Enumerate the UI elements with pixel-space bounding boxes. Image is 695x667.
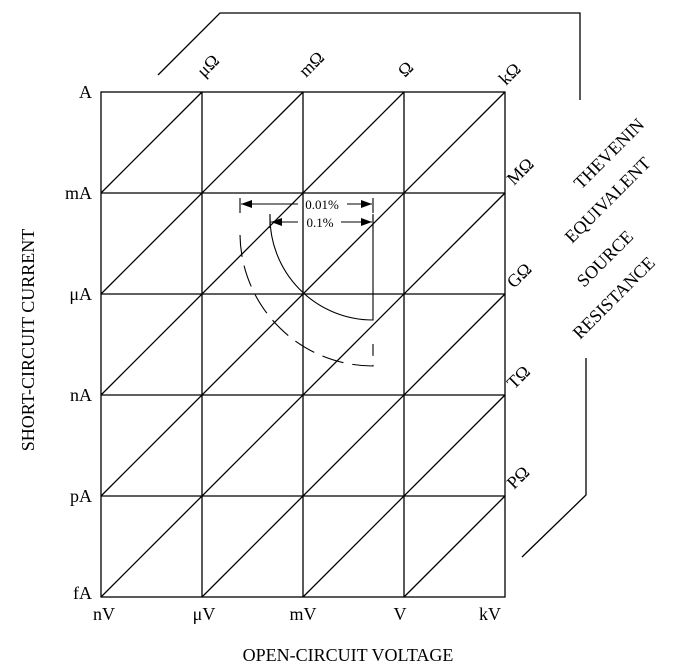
- voltage-label-mv: mV: [290, 604, 317, 624]
- grid-vertical-lines: [201, 92, 405, 597]
- resistance-diagonals: [100, 91, 506, 598]
- resistance-label-peta-ohm: PΩ: [503, 462, 534, 493]
- resistance-label-ohm: Ω: [394, 57, 418, 81]
- top-bracket: [157, 12, 581, 100]
- accuracy-label-0-01: 0.01%: [305, 197, 339, 212]
- resistance-label-giga-ohm: GΩ: [503, 259, 536, 292]
- accuracy-0-1-boundary: [239, 234, 374, 367]
- y-axis-title: SHORT-CIRCUIT CURRENT: [18, 229, 38, 451]
- resistance-label-tera-ohm: TΩ: [503, 361, 534, 392]
- current-label-ua: μA: [69, 284, 92, 304]
- resistance-label-micro-ohm: μΩ: [193, 50, 223, 80]
- resistance-label-mega-ohm: MΩ: [503, 154, 538, 189]
- x-axis-title: OPEN-CIRCUIT VOLTAGE: [243, 645, 454, 665]
- accuracy-label-0-1: 0.1%: [306, 215, 333, 230]
- voltage-label-v: V: [394, 604, 407, 624]
- voltage-label-uv: μV: [193, 604, 216, 624]
- current-label-a: A: [79, 82, 92, 102]
- current-label-na: nA: [70, 385, 92, 405]
- resistance-label-kilo-ohm: kΩ: [495, 59, 525, 89]
- resistance-label-milli-ohm: mΩ: [295, 47, 329, 81]
- current-label-pa: pA: [70, 486, 92, 506]
- voltage-label-kv: kV: [479, 604, 501, 624]
- accuracy-dimension-markers: [239, 198, 374, 228]
- right-bracket: [521, 358, 587, 558]
- current-label-ma: mA: [65, 183, 92, 203]
- voltage-label-nv: nV: [93, 604, 115, 624]
- current-label-fa: fA: [73, 583, 92, 603]
- accuracy-0-01-boundary: [269, 214, 374, 321]
